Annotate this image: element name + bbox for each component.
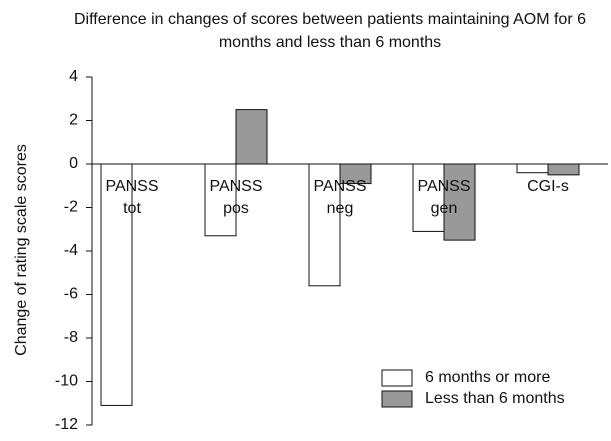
y-tick-label: -10 — [55, 373, 78, 390]
bar — [412, 163, 445, 232]
y-tick-label: -8 — [64, 329, 78, 346]
x-tick-label: PANSS neg — [313, 178, 367, 217]
y-tick-label: -6 — [64, 286, 78, 303]
bar — [547, 163, 580, 176]
bar — [235, 109, 268, 165]
x-tick-label: PANSS gen — [417, 178, 471, 217]
x-tick-label: PANSS tot — [105, 178, 159, 217]
y-tick-label: -12 — [55, 416, 78, 433]
bar — [339, 163, 372, 185]
legend-label: Less than 6 months — [425, 390, 565, 407]
y-tick-label: -4 — [64, 242, 78, 259]
y-tick-label: 2 — [69, 112, 78, 129]
y-tick-label: 4 — [69, 68, 78, 85]
legend-swatch — [381, 390, 413, 408]
legend-swatch — [381, 369, 413, 387]
bar — [308, 163, 341, 287]
y-tick-label: 0 — [69, 155, 78, 172]
bar — [204, 163, 237, 237]
legend-label: 6 months or more — [425, 369, 550, 386]
bar — [443, 163, 476, 241]
bar — [100, 163, 133, 406]
x-tick-label: CGI-s — [527, 178, 569, 195]
y-axis-label: Change of rating scale scores — [13, 144, 30, 356]
bar — [516, 163, 549, 174]
x-tick-label: PANSS pos — [209, 178, 263, 217]
chart-title: Difference in changes of scores between … — [74, 11, 586, 51]
y-tick-label: -2 — [64, 199, 78, 216]
